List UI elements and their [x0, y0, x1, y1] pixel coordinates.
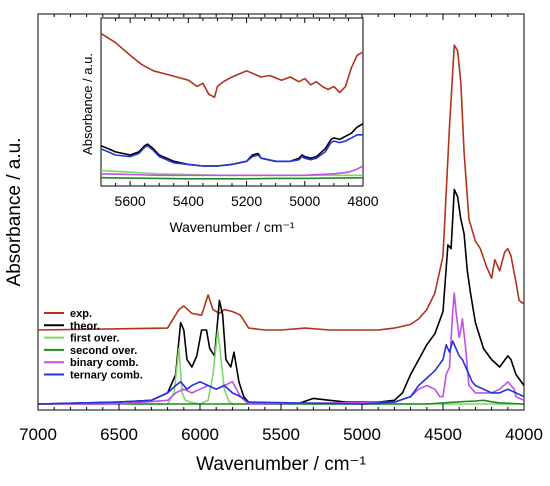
- main-x-axis-label: Wavenumber / cm⁻¹: [196, 454, 366, 475]
- series-line-exp: [37, 44, 525, 331]
- legend-label-theor: theor.: [70, 320, 100, 332]
- series-line-theor: [37, 188, 525, 405]
- main-y-axis-label: Absorbance / a.u.: [4, 138, 25, 287]
- inset-series-line-2: [100, 134, 363, 167]
- inset-x-tick-label: 5200: [231, 193, 262, 209]
- main-series-group: [37, 44, 525, 405]
- series-line-second-over: [38, 399, 525, 405]
- x-tick-label: 6500: [100, 425, 138, 444]
- x-tick-label: 4500: [424, 425, 462, 444]
- x-tick-label: 7000: [19, 425, 57, 444]
- inset-x-tick-label: 5000: [289, 193, 320, 209]
- series-line-first-over: [38, 329, 524, 405]
- legend: exp.theor.first over.second over.binary …: [44, 308, 143, 382]
- legend-label-binary-comb: binary comb.: [70, 357, 138, 369]
- inset-series-line-5: [100, 176, 364, 180]
- inset-x-tick-label: 4800: [347, 193, 378, 209]
- x-tick-label: 4000: [505, 425, 543, 444]
- inset-x-tick-label: 5600: [115, 193, 146, 209]
- legend-label-first-over: first over.: [70, 333, 120, 345]
- series-line-ternary-comb: [37, 340, 525, 405]
- inset-series-line-4: [100, 165, 364, 177]
- main-x-ticks: 7000 6500 6000 5500 5000 4500 4000: [19, 14, 543, 444]
- inset-x-axis-label: Wavenumber / cm⁻¹: [169, 219, 294, 235]
- inset-x-ticks: 5600 5400 5200 5000 4800: [115, 18, 379, 209]
- x-tick-label: 6000: [181, 425, 219, 444]
- series-line-binary-comb: [38, 292, 525, 405]
- legend-label-ternary-comb: ternary comb.: [70, 370, 143, 382]
- inset-series-line-0: [100, 32, 364, 99]
- x-tick-label: 5500: [262, 425, 300, 444]
- inset-series-group: [100, 32, 364, 180]
- legend-label-exp: exp.: [70, 308, 92, 320]
- x-tick-label: 5000: [343, 425, 381, 444]
- inset-plot-frame: [100, 17, 364, 187]
- inset-y-axis-label: Absorbance / a.u.: [80, 53, 95, 155]
- legend-label-second-over: second over.: [70, 345, 137, 357]
- inset-x-tick-label: 5400: [173, 193, 204, 209]
